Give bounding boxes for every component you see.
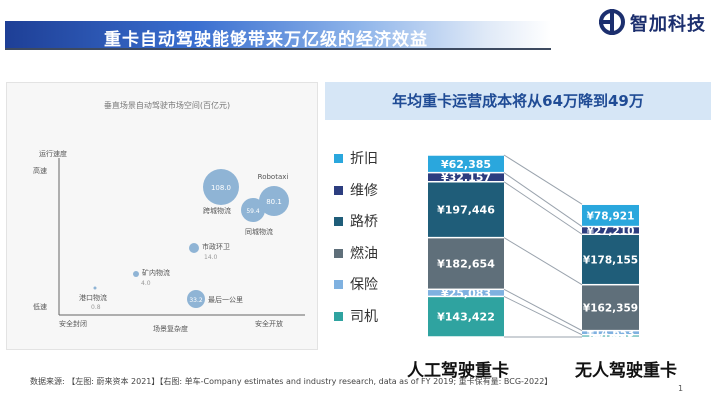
bubble-robotaxi xyxy=(259,186,289,216)
connector-line-0 xyxy=(503,154,583,205)
x-left-label: 安全封闭 xyxy=(59,319,87,328)
bar-segment-1-0 xyxy=(582,204,639,226)
connector-line-5 xyxy=(503,295,583,336)
bar-value-label-1-2: ¥178,155 xyxy=(583,254,638,266)
bubble-gangkou-value: 0.8 xyxy=(91,304,101,311)
bubble-kuacheng xyxy=(203,169,239,205)
legend-item-4: 保险 xyxy=(334,274,414,294)
bar-segment-1-4 xyxy=(582,331,639,335)
y-low-label: 低速 xyxy=(33,302,47,311)
connector-line-3 xyxy=(503,237,583,286)
bar-segment-0-1 xyxy=(428,173,504,181)
bubble-gangkou xyxy=(93,286,97,290)
market-space-bubble-chart: 垂直场景自动驾驶市场空间(百亿元) 运行速度 高速 低速 安全封闭 场景复杂度 … xyxy=(6,82,318,350)
bar-value-label-1-0: ¥78,921 xyxy=(587,210,635,222)
legend-item-1: 维修 xyxy=(334,180,414,200)
legend-label-0: 折旧 xyxy=(350,151,378,167)
bubble-robotaxi-label: Robotaxi xyxy=(258,173,289,181)
bar-segment-0-5 xyxy=(428,297,504,337)
legend-swatch-4 xyxy=(334,280,343,289)
bar-value-label-1-3: ¥162,359 xyxy=(583,303,638,315)
connector-line-4 xyxy=(503,288,583,332)
brand-logo-icon xyxy=(599,9,625,35)
cost-stacked-bar-chart: 年均重卡运营成本将从64万降到49万 ¥143,422 ¥25,083 ¥182,6… xyxy=(325,82,711,350)
bar-value-label-0-2: ¥197,446 xyxy=(437,204,495,217)
bar-segment-1-2 xyxy=(582,235,639,284)
bubble-chart-svg: 垂直场景自动驾驶市场空间(百亿元) 运行速度 高速 低速 安全封闭 场景复杂度 … xyxy=(33,100,305,333)
bar-value-label-0-0: ¥62,385 xyxy=(441,158,491,171)
legend-swatch-5 xyxy=(334,311,343,321)
legend-item-0: 折旧 xyxy=(334,148,414,168)
bar-segment-0-2 xyxy=(428,182,504,237)
bubble-zuihou xyxy=(187,290,205,308)
bar-segment-0-0 xyxy=(428,155,504,172)
bubble-kuangnei-value: 4.0 xyxy=(141,280,151,287)
legend-label-4: 保险 xyxy=(350,277,378,293)
bubble-kuacheng-label: 跨城物流 xyxy=(203,206,231,215)
bubble-robotaxi-value: 80.1 xyxy=(266,198,282,206)
legend-item-2: 路桥 xyxy=(334,211,414,231)
bubble-kuangnei xyxy=(133,271,139,277)
legend-label-1: 维修 xyxy=(350,182,378,199)
y-axis-label: 运行速度 xyxy=(39,149,67,158)
bar-value-label-1-4: ¥14,653 xyxy=(587,328,635,340)
brand-name: 智加科技 xyxy=(630,14,706,35)
legend-label-2: 路桥 xyxy=(350,214,378,230)
cost-chart-title: 年均重卡运营成本将从64万降到49万 xyxy=(325,82,711,120)
bubble-huanwei-value: 14.0 xyxy=(204,254,218,261)
bar-value-label-0-1: ¥32,157 xyxy=(441,171,491,184)
bubble-kuangnei-label: 矿内物流 xyxy=(142,268,170,277)
title-banner xyxy=(5,21,551,50)
bar-value-label-1-1: ¥27,210 xyxy=(587,225,635,237)
bar-segment-1-3 xyxy=(582,285,639,330)
connector-line-1 xyxy=(503,172,583,227)
category-label-manual: 人工驾驶重卡 xyxy=(407,361,509,381)
bubble-huanwei xyxy=(189,243,199,253)
bubble-tongcheng-label: 同城物流 xyxy=(245,227,273,236)
legend-swatch-3 xyxy=(334,248,343,258)
bubble-tongcheng-value: 59.4 xyxy=(246,208,260,215)
bubble-kuacheng-value: 108.0 xyxy=(211,184,231,192)
bar-value-label-0-3: ¥182,654 xyxy=(437,257,495,270)
y-high-label: 高速 xyxy=(33,166,47,175)
legend-swatch-2 xyxy=(334,217,343,226)
bubble-gangkou-label: 港口物流 xyxy=(79,293,107,302)
bar-value-label-0-5: ¥143,422 xyxy=(437,311,495,324)
bar-value-label-0-4: ¥25,083 xyxy=(441,287,491,300)
legend-swatch-1 xyxy=(334,185,343,195)
x-axis-label: 场景复杂度 xyxy=(153,324,188,333)
bar-segment-0-3 xyxy=(428,238,504,289)
bar-segment-0-4 xyxy=(428,290,504,296)
x-right-label: 安全开放 xyxy=(255,319,283,328)
legend-item-5: 司机 xyxy=(334,306,414,326)
page-number: 1 xyxy=(678,384,684,393)
page-title: 重卡自动驾驶能够带来万亿级的经济效益 xyxy=(104,30,428,50)
bubble-zuihou-label: 最后一公里 xyxy=(208,295,243,304)
brand-logo xyxy=(599,9,625,35)
bar-segment-1-5 xyxy=(582,335,639,337)
bubble-tongcheng xyxy=(241,198,265,222)
bubble-chart-title: 垂直场景自动驾驶市场空间(百亿元) xyxy=(104,100,230,110)
bubble-huanwei-label: 市政环卫 xyxy=(202,242,230,251)
bar-segment-1-1 xyxy=(582,227,639,234)
legend-item-3: 燃油 xyxy=(334,243,414,263)
legend-label-3: 燃油 xyxy=(350,245,378,262)
source-note: 数据来源: 【左图: 蔚来资本 2021】【右图: 单车-Company est… xyxy=(30,377,553,386)
stacked-bar-svg: ¥143,422 ¥25,083 ¥182,654 ¥197,446 ¥32,157¥6… xyxy=(428,154,639,343)
legend-label-5: 司机 xyxy=(350,308,378,325)
legend-swatch-0 xyxy=(334,154,343,163)
bubble-zuihou-value: 33.2 xyxy=(189,297,203,304)
connector-line-2 xyxy=(503,181,583,235)
category-label-autonomous: 无人驾驶重卡 xyxy=(575,361,677,381)
